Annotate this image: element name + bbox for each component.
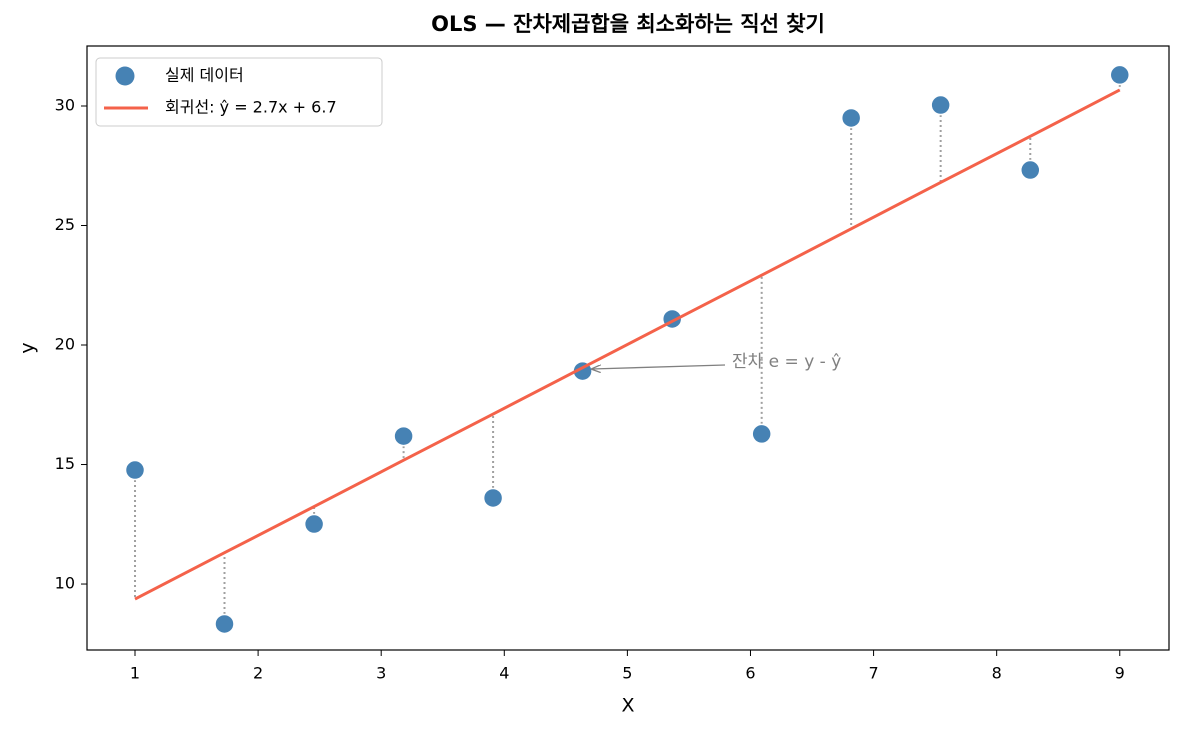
chart-title: OLS — 잔차제곱합을 최소화하는 직선 찾기 — [431, 12, 825, 36]
data-point — [1020, 159, 1041, 181]
y-tick-label: 10 — [55, 574, 75, 593]
data-point — [124, 459, 146, 481]
y-tick-label: 15 — [55, 454, 75, 473]
data-point — [751, 423, 772, 445]
plot-area — [124, 64, 1131, 635]
axes-frame — [86, 45, 1170, 651]
legend-label: 실제 데이터 — [165, 66, 244, 85]
x-tick-label: 6 — [745, 664, 755, 683]
annotation-arrow — [592, 364, 726, 369]
x-tick-label: 5 — [622, 664, 632, 683]
legend-marker — [115, 66, 135, 86]
data-point — [214, 613, 235, 635]
y-tick-label: 25 — [55, 215, 75, 234]
x-tick-label: 7 — [868, 664, 878, 683]
x-axis-label: X — [621, 695, 634, 717]
x-tick-label: 3 — [376, 664, 386, 683]
x-tick-label: 1 — [130, 664, 140, 683]
x-tick-label: 8 — [992, 664, 1002, 683]
y-tick-label: 20 — [55, 335, 75, 354]
legend-box — [95, 57, 383, 127]
data-point — [393, 425, 414, 447]
data-point — [930, 94, 951, 116]
y-tick-label: 30 — [55, 95, 75, 114]
legend-label: 회귀선: ŷ = 2.7x + 6.7 — [165, 98, 337, 117]
y-axis-label: y — [17, 342, 39, 353]
x-tick-label: 4 — [499, 664, 509, 683]
x-tick-label: 9 — [1115, 664, 1125, 683]
data-point — [482, 487, 504, 509]
data-point — [840, 107, 862, 129]
data-point — [303, 513, 325, 535]
regression-line — [134, 88, 1121, 601]
x-tick-label: 2 — [253, 664, 263, 683]
data-point — [1109, 64, 1131, 86]
annotation: 잔차 e = y - ŷ — [732, 352, 841, 372]
